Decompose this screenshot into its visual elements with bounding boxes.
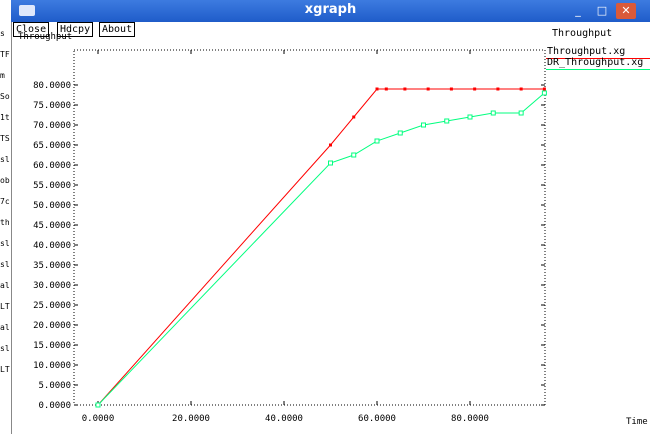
- plot-frame: [73, 49, 546, 406]
- close-window-button[interactable]: ✕: [616, 3, 636, 19]
- data-point: [449, 87, 453, 91]
- y-tick-label: 15.0000: [33, 341, 71, 351]
- background-text-fragment: th: [0, 218, 10, 227]
- background-text-fragment: sl: [0, 344, 10, 353]
- y-axis-label: Throughput: [18, 32, 73, 42]
- data-point: [403, 87, 407, 91]
- background-text-fragment: TS: [0, 134, 10, 143]
- about-button[interactable]: About: [99, 22, 136, 37]
- data-point: [467, 114, 473, 120]
- y-tick-label: 65.0000: [33, 141, 71, 151]
- minimize-button[interactable]: _: [575, 4, 581, 17]
- window-title: xgraph: [304, 2, 357, 17]
- data-point: [384, 87, 388, 91]
- x-axis-unit-label: Time: [626, 417, 648, 427]
- y-tick-label: 50.0000: [33, 201, 71, 211]
- y-tick-label: 30.0000: [33, 281, 71, 291]
- maximize-button[interactable]: □: [596, 4, 608, 17]
- plot-title: Throughput: [552, 28, 613, 39]
- y-tick-label: 20.0000: [33, 321, 71, 331]
- background-text-fragment: 7c: [0, 197, 10, 206]
- background-text-fragment: sl: [0, 260, 10, 269]
- data-point: [496, 87, 500, 91]
- background-text-fragment: al: [0, 323, 10, 332]
- series-line-dr-throughput: [97, 92, 545, 406]
- x-tick-label: 0.0000: [82, 414, 115, 424]
- legend-label-dr-throughput: DR_Throughput.xg: [547, 57, 644, 68]
- y-tick-label: 70.0000: [33, 121, 71, 131]
- x-tick-label: 80.0000: [451, 414, 489, 424]
- data-point: [95, 402, 101, 408]
- y-tick-label: 80.0000: [33, 81, 71, 91]
- y-tick-label: 35.0000: [33, 261, 71, 271]
- data-point: [374, 138, 380, 144]
- hardcopy-button[interactable]: Hdcpy: [57, 22, 94, 37]
- throughput-chart: 0.0000 5.0000 10.0000 15.0000 20.0000 25.0000…: [33, 49, 547, 424]
- background-text-fragment: m: [0, 71, 5, 80]
- data-point: [473, 87, 477, 91]
- title-bar[interactable]: xgraph _ □ ✕: [11, 0, 650, 22]
- series-line-throughput: [97, 88, 545, 406]
- y-tick-label: 45.0000: [33, 221, 71, 231]
- window-menu-icon[interactable]: [19, 5, 35, 16]
- background-text-fragment: TF: [0, 50, 10, 59]
- data-point: [426, 87, 430, 91]
- data-point: [329, 143, 332, 147]
- data-point: [542, 87, 546, 91]
- data-point: [328, 160, 333, 166]
- y-tick-label: 0.0000: [38, 401, 71, 411]
- y-tick-label: 25.0000: [33, 301, 71, 311]
- data-point: [375, 87, 379, 91]
- y-tick-label: 55.0000: [33, 181, 71, 191]
- xgraph-window: Close Hdcpy About Throughput Throughput …: [11, 22, 650, 434]
- background-text-fragment: ob: [0, 176, 10, 185]
- background-text-fragment: 1t: [0, 113, 10, 122]
- background-text-fragment: s: [0, 29, 5, 38]
- close-button[interactable]: Close: [13, 22, 50, 37]
- y-tick-label: 75.0000: [33, 101, 71, 111]
- data-point: [421, 122, 426, 128]
- data-point: [541, 90, 547, 96]
- data-point: [351, 152, 357, 158]
- data-point: [352, 115, 356, 119]
- background-text-fragment: sl: [0, 239, 10, 248]
- background-text-fragment: sl: [0, 155, 10, 164]
- background-text-fragment: al: [0, 281, 10, 290]
- y-tick-label: 5.0000: [38, 381, 71, 391]
- x-tick-label: 60.0000: [358, 414, 396, 424]
- data-point: [444, 118, 450, 124]
- legend-line-dr-throughput: [546, 69, 650, 70]
- data-point: [490, 110, 496, 116]
- y-tick-label: 10.0000: [33, 361, 71, 371]
- background-window-strip: s TF m So 1t TS sl ob 7c th sl sl al LT al sl LT: [0, 0, 11, 434]
- data-point: [518, 110, 524, 116]
- data-point: [519, 87, 523, 91]
- y-tick-label: 40.0000: [33, 241, 71, 251]
- data-point: [397, 130, 403, 136]
- x-tick-label: 40.0000: [265, 414, 303, 424]
- y-tick-label: 60.0000: [33, 161, 71, 171]
- background-text-fragment: LT: [0, 302, 10, 311]
- background-text-fragment: So: [0, 92, 10, 101]
- x-tick-label: 20.0000: [172, 414, 210, 424]
- legend-label-throughput: Throughput.xg: [547, 46, 626, 57]
- legend-line-throughput: [546, 58, 650, 59]
- background-text-fragment: LT: [0, 365, 10, 374]
